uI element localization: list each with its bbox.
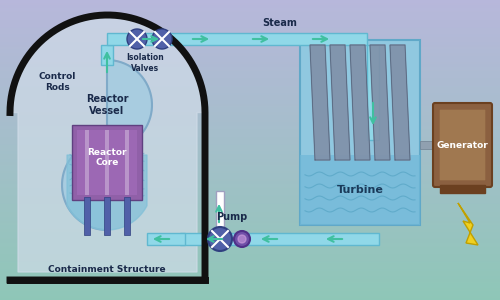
Bar: [367, 45, 379, 140]
Text: Steam: Steam: [262, 18, 298, 28]
Polygon shape: [330, 45, 350, 160]
Bar: [77, 130, 137, 195]
Text: Reactor
Vessel: Reactor Vessel: [86, 94, 128, 116]
Polygon shape: [370, 45, 390, 160]
Polygon shape: [458, 203, 478, 245]
Polygon shape: [10, 15, 205, 272]
Bar: [107, 33, 367, 45]
Bar: [440, 185, 485, 193]
Circle shape: [127, 29, 147, 49]
Bar: [300, 40, 420, 225]
Text: Pump: Pump: [216, 212, 248, 222]
Bar: [300, 155, 420, 225]
Bar: [216, 191, 224, 233]
Bar: [104, 197, 110, 235]
Polygon shape: [62, 60, 152, 230]
Text: Isolation
Valves: Isolation Valves: [126, 53, 164, 73]
Bar: [420, 141, 435, 149]
Circle shape: [152, 29, 172, 49]
FancyBboxPatch shape: [439, 109, 486, 181]
Text: Containment Structure: Containment Structure: [48, 266, 166, 274]
Bar: [72, 125, 142, 200]
Bar: [147, 233, 185, 245]
Bar: [124, 197, 130, 235]
FancyBboxPatch shape: [433, 103, 492, 187]
Circle shape: [208, 227, 232, 251]
Text: Control
Rods: Control Rods: [38, 72, 76, 92]
Polygon shape: [310, 45, 330, 160]
Polygon shape: [67, 155, 147, 230]
Bar: [180, 233, 379, 245]
Polygon shape: [390, 45, 410, 160]
Ellipse shape: [234, 231, 250, 247]
Bar: [105, 130, 109, 195]
Bar: [101, 45, 113, 65]
Bar: [125, 130, 129, 195]
Bar: [85, 130, 89, 195]
Bar: [84, 197, 90, 235]
Text: Turbine: Turbine: [336, 185, 384, 195]
Text: Reactor
Core: Reactor Core: [88, 148, 127, 167]
Text: Generator: Generator: [436, 140, 488, 149]
Ellipse shape: [238, 235, 246, 243]
Polygon shape: [350, 45, 370, 160]
